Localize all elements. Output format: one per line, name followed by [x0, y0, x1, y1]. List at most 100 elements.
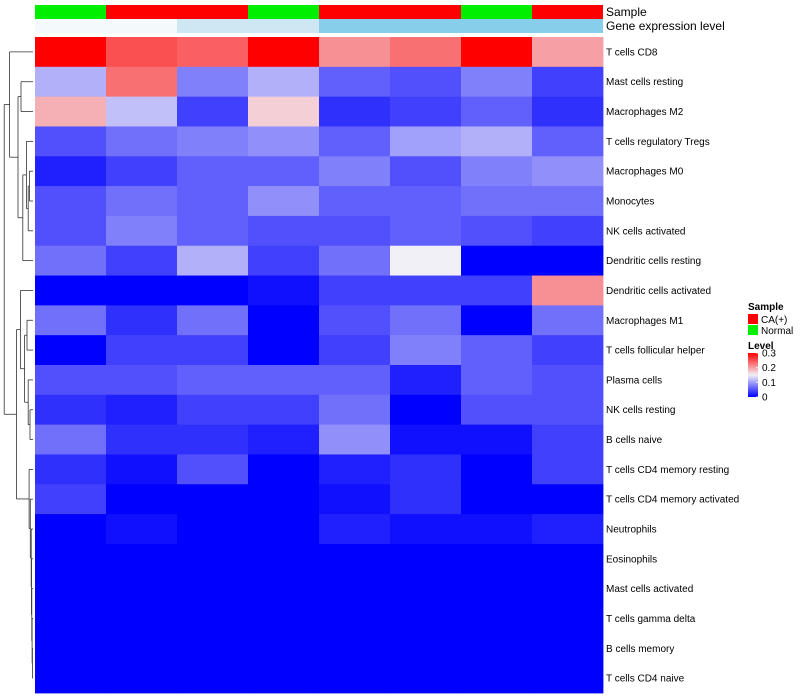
row-label: Plasma cells: [606, 375, 662, 386]
heatmap-cell: [106, 454, 178, 485]
heatmap-cell: [319, 365, 391, 396]
legend-swatch: [748, 325, 758, 335]
annotation-cell: [35, 19, 106, 33]
heatmap-cell: [390, 215, 462, 247]
row-label: Macrophages M1: [606, 316, 684, 327]
heatmap-cell: [106, 37, 178, 68]
heatmap-cell: [319, 603, 391, 634]
heatmap-cell: [248, 424, 320, 455]
heatmap-cell: [248, 633, 320, 664]
heatmap-cell: [461, 96, 533, 127]
heatmap-cell: [177, 454, 249, 485]
heatmap-cell: [177, 37, 249, 68]
heatmap-cell: [319, 335, 391, 366]
heatmap-cell: [106, 215, 178, 247]
heatmap-cell: [248, 663, 320, 694]
heatmap-cell: [106, 603, 178, 634]
heatmap-cell: [461, 424, 533, 455]
heatmap-cell: [177, 424, 249, 455]
legend-color-bar: [748, 353, 758, 397]
annotation-cell: [461, 5, 532, 19]
heatmap-cell: [319, 37, 391, 68]
annotation-cell: [106, 19, 177, 33]
heatmap-cell: [461, 633, 533, 664]
annotation-cell: [390, 19, 461, 33]
row-dendrogram: [3, 51, 33, 679]
legend-tick-label: 0.3: [762, 349, 776, 360]
annotation-cell: [390, 5, 461, 19]
heatmap-cell: [35, 126, 107, 157]
legend-swatch: [748, 314, 758, 324]
heatmap-cell: [248, 66, 320, 98]
heatmap-cell: [319, 663, 391, 694]
heatmap-cell: [248, 335, 320, 366]
heatmap-cell: [461, 186, 533, 217]
heatmap-cell: [319, 156, 391, 187]
heatmap-cell: [390, 156, 462, 187]
heatmap-cell: [532, 394, 604, 426]
heatmap-cell: [390, 573, 462, 604]
heatmap-cell: [35, 424, 107, 455]
heatmap-cell: [390, 454, 462, 485]
heatmap-cell: [35, 633, 107, 664]
heatmap-cell: [532, 37, 604, 68]
heatmap-cell: [532, 365, 604, 396]
heatmap-cell: [248, 186, 320, 217]
row-label: T cells CD4 memory activated: [606, 495, 739, 506]
heatmap-cell: [319, 633, 391, 664]
heatmap-cells: [35, 37, 604, 694]
heatmap-cell: [177, 484, 249, 515]
heatmap-cell: [461, 603, 533, 634]
row-label: NK cells activated: [606, 226, 685, 237]
annotation-cell: [319, 5, 390, 19]
heatmap-cell: [319, 186, 391, 217]
heatmap-cell: [106, 126, 178, 157]
heatmap-cell: [35, 663, 107, 694]
annotation-cell: [319, 19, 390, 33]
heatmap-cell: [35, 215, 107, 247]
heatmap-cell: [319, 126, 391, 157]
heatmap-cell: [319, 514, 391, 545]
heatmap-cell: [319, 573, 391, 604]
heatmap-cell: [35, 305, 107, 336]
legend-tick-label: 0.1: [762, 378, 776, 389]
heatmap-cell: [177, 573, 249, 604]
row-label: T cells CD4 naive: [606, 674, 685, 685]
heatmap-cell: [248, 573, 320, 604]
row-label: T cells CD4 memory resting: [606, 465, 729, 476]
heatmap-cell: [177, 126, 249, 157]
heatmap-cell: [532, 305, 604, 336]
heatmap-cell: [319, 484, 391, 515]
heatmap-cell: [390, 126, 462, 157]
heatmap-cell: [461, 305, 533, 336]
heatmap-cell: [390, 37, 462, 68]
heatmap-cell: [248, 96, 320, 127]
heatmap-cell: [248, 454, 320, 485]
heatmap-cell: [177, 335, 249, 366]
row-label: Dendritic cells activated: [606, 286, 711, 297]
heatmap-cell: [177, 275, 249, 306]
heatmap-cell: [35, 96, 107, 127]
heatmap-cell: [248, 156, 320, 187]
heatmap-cell: [390, 275, 462, 306]
legend-item-label: CA(+): [761, 315, 787, 326]
heatmap-cell: [532, 275, 604, 306]
row-label: Macrophages M2: [606, 107, 684, 118]
heatmap-cell: [532, 156, 604, 187]
annotation-label: Gene expression level: [606, 19, 725, 33]
heatmap-cell: [248, 305, 320, 336]
heatmap-cell: [35, 66, 107, 98]
heatmap-cell: [106, 663, 178, 694]
annotation-cell: [177, 19, 248, 33]
heatmap-cell: [248, 37, 320, 68]
heatmap-cell: [532, 454, 604, 485]
annotation-cell: [461, 19, 532, 33]
annotation-bars: [35, 5, 603, 33]
heatmap-cell: [177, 365, 249, 396]
heatmap-cell: [461, 663, 533, 694]
heatmap-cell: [248, 215, 320, 247]
heatmap-cell: [35, 484, 107, 515]
heatmap-cell: [461, 573, 533, 604]
heatmap-cell: [248, 484, 320, 515]
